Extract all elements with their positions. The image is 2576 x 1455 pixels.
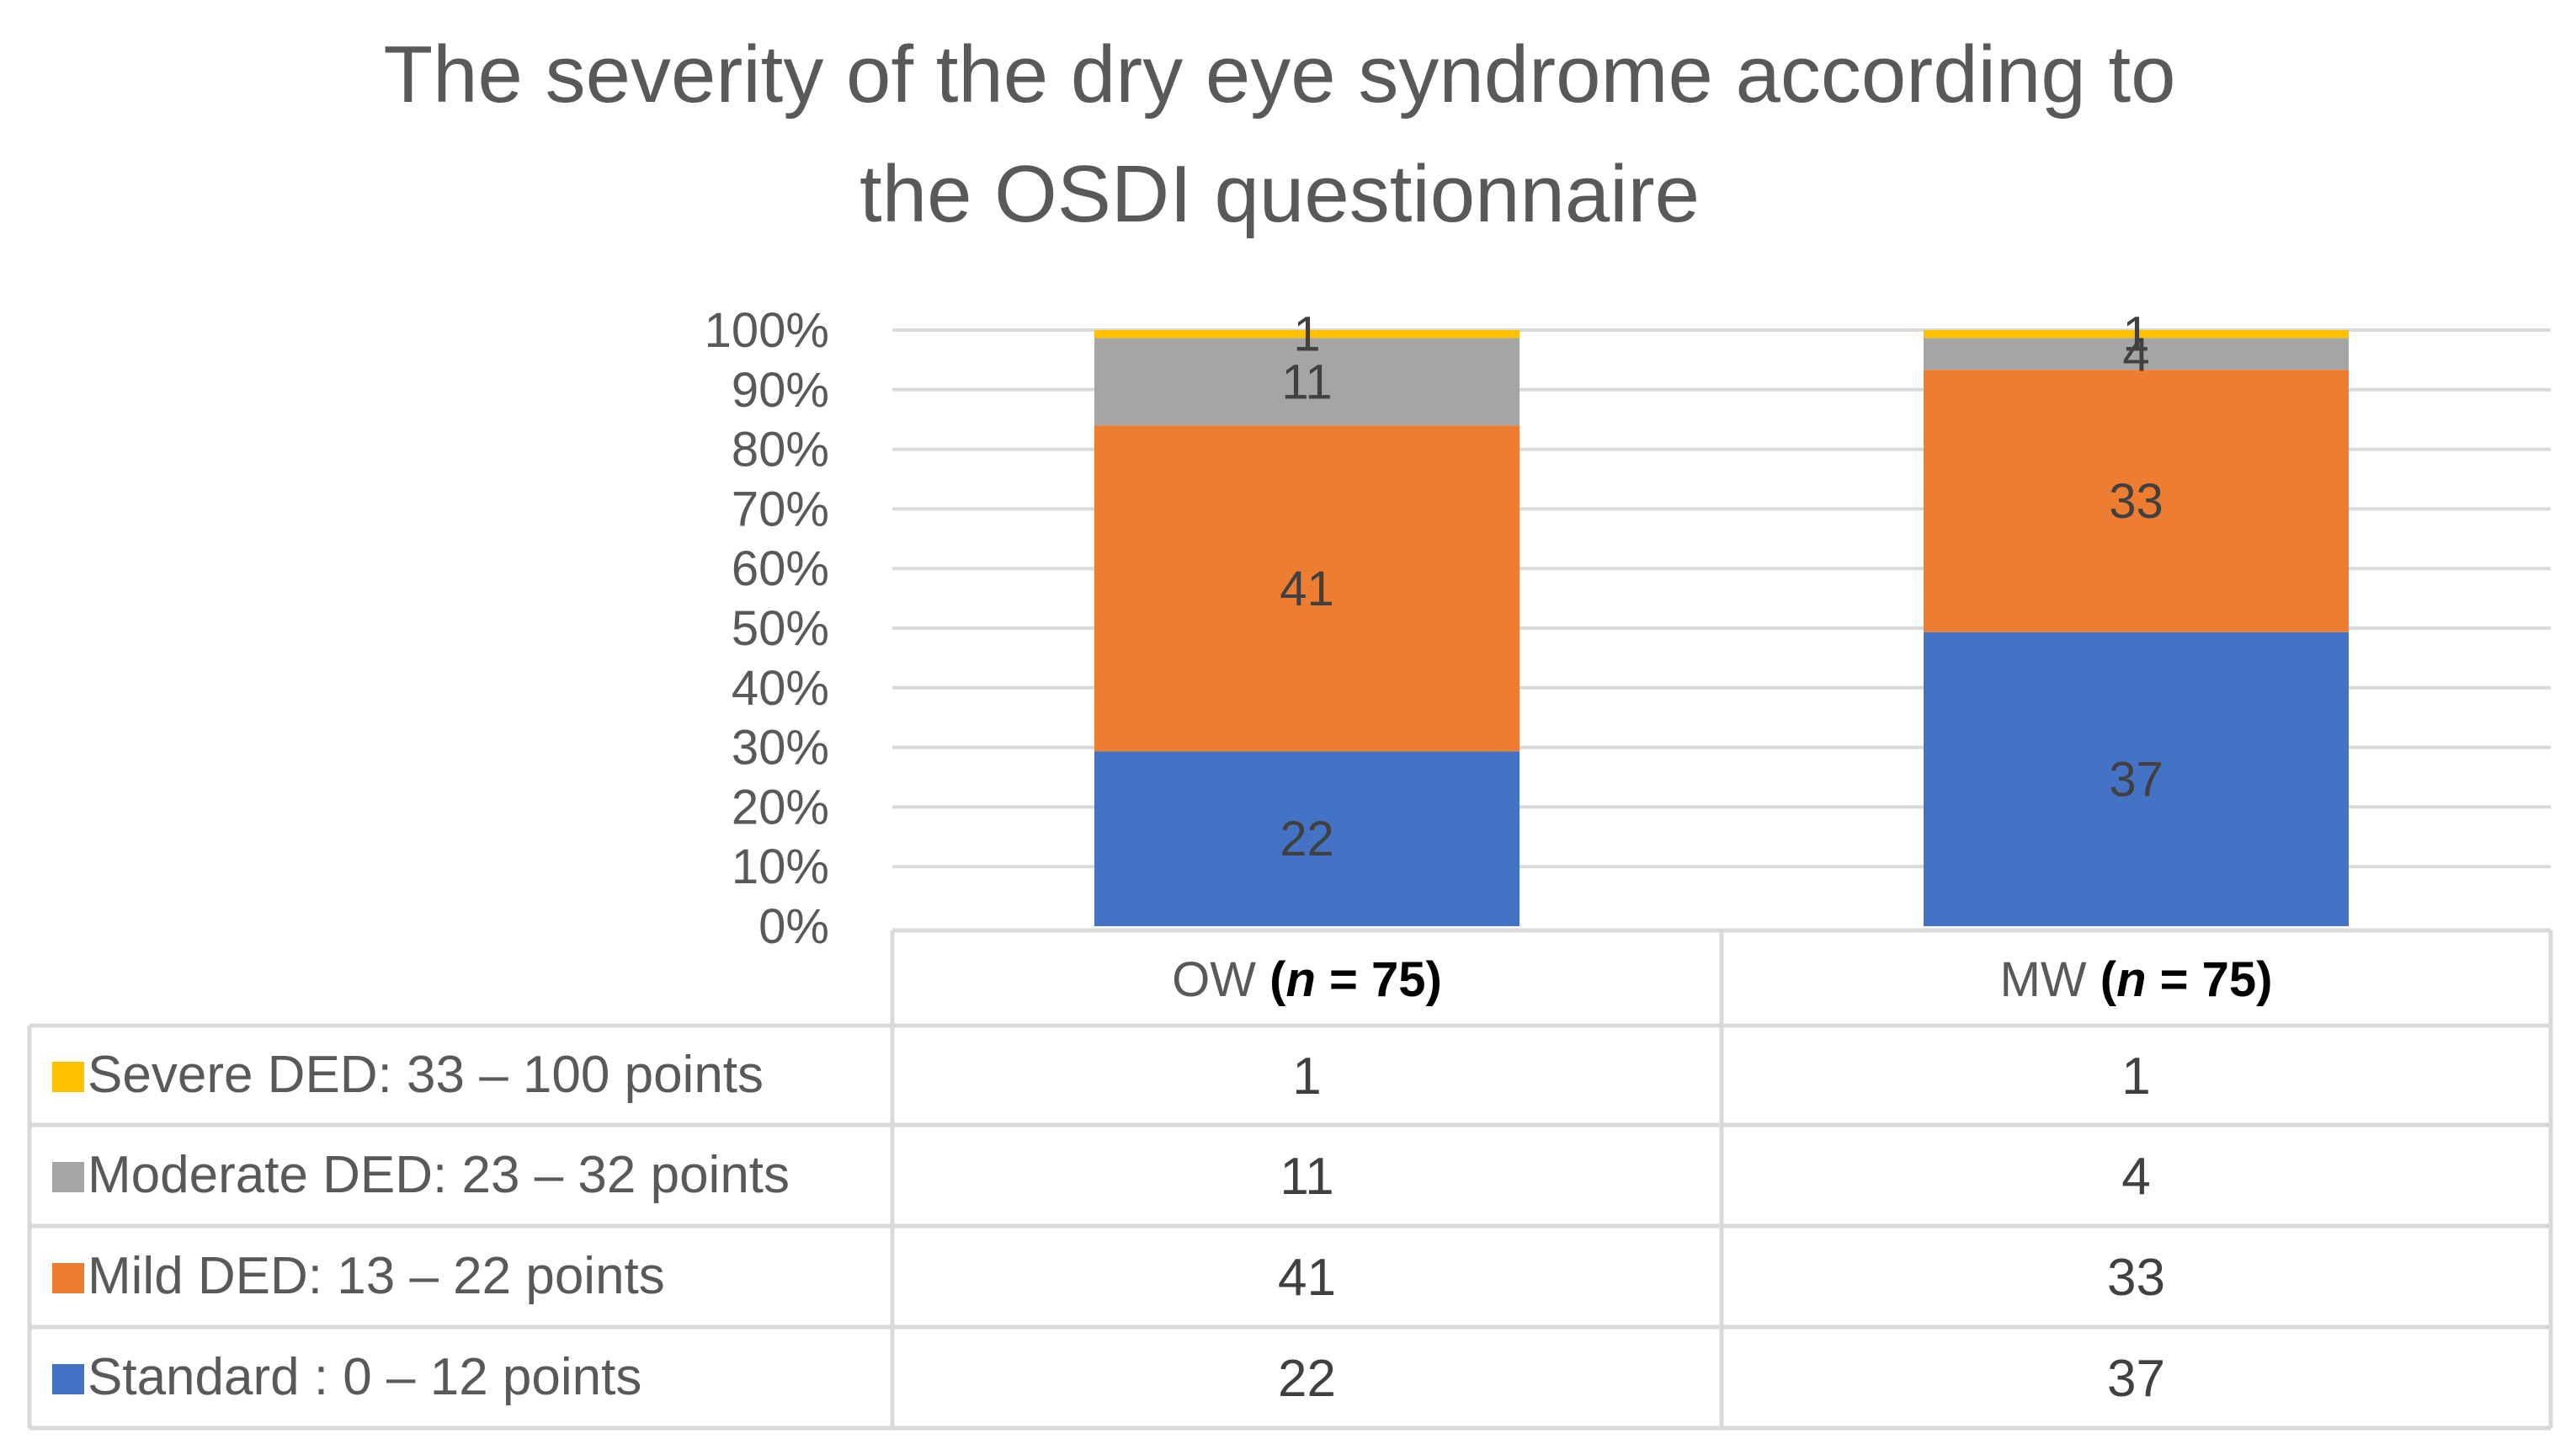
data-label: 37 [2109, 752, 2164, 807]
table-cell-value: 1 [2121, 1047, 2150, 1106]
y-tick-label: 80% [732, 423, 829, 477]
y-tick-label: 60% [732, 541, 829, 596]
y-tick-label: 0% [758, 899, 829, 954]
bar-segment-mild [1924, 370, 2349, 632]
bar-segment-mild [1094, 425, 1520, 752]
x-category-label: OW (n = 75) [1172, 952, 1442, 1007]
y-tick-label: 90% [732, 363, 829, 418]
legend-key-severe [52, 1062, 84, 1092]
legend-label: Moderate DED: 23 – 32 points [88, 1146, 790, 1204]
legend-label: Severe DED: 33 – 100 points [88, 1046, 764, 1104]
bar-segment-standard [1924, 632, 2349, 926]
bar-segment-severe [1924, 330, 2349, 338]
x-category-label: MW (n = 75) [2000, 952, 2273, 1007]
legend-key-standard [52, 1364, 84, 1394]
data-label: 1 [1293, 307, 1320, 362]
table-cell-value: 1 [1292, 1047, 1321, 1106]
y-tick-label: 100% [705, 303, 829, 358]
bar-segment-moderate [1924, 338, 2349, 370]
chart-title-line-1: The severity of the dry eye syndrome acc… [383, 29, 2176, 120]
y-tick-label: 30% [732, 721, 829, 775]
y-tick-label: 70% [732, 482, 829, 536]
table-cell-value: 33 [2107, 1249, 2165, 1307]
table-cell-value: 22 [1278, 1350, 1336, 1408]
y-tick-label: 10% [732, 839, 829, 894]
table-cell-value: 4 [2121, 1148, 2150, 1206]
y-tick-label: 50% [732, 601, 829, 656]
chart-title: The severity of the dry eye syndrome acc… [168, 15, 2391, 254]
bar-segment-severe [1094, 330, 1520, 338]
legend-label: Standard : 0 – 12 points [88, 1348, 641, 1406]
legend-key-moderate [52, 1162, 84, 1192]
data-label: 41 [1280, 562, 1334, 616]
table-cell-value: 37 [2107, 1350, 2165, 1408]
data-label: 1 [2122, 307, 2149, 362]
bar-segment-standard [1094, 751, 1520, 926]
data-label: 22 [1280, 812, 1334, 866]
data-label: 11 [1281, 354, 1332, 409]
y-tick-label: 20% [732, 780, 829, 834]
table-cell-value: 11 [1280, 1148, 1333, 1206]
table-cell-value: 41 [1278, 1249, 1336, 1307]
chart-title-line-2: the OSDI questionnaire [860, 149, 1700, 239]
legend-label: Mild DED: 13 – 22 points [88, 1247, 665, 1305]
bar-segment-moderate [1094, 338, 1520, 426]
legend-key-mild [52, 1263, 84, 1293]
y-tick-label: 40% [732, 661, 829, 716]
data-label: 33 [2109, 474, 2164, 529]
